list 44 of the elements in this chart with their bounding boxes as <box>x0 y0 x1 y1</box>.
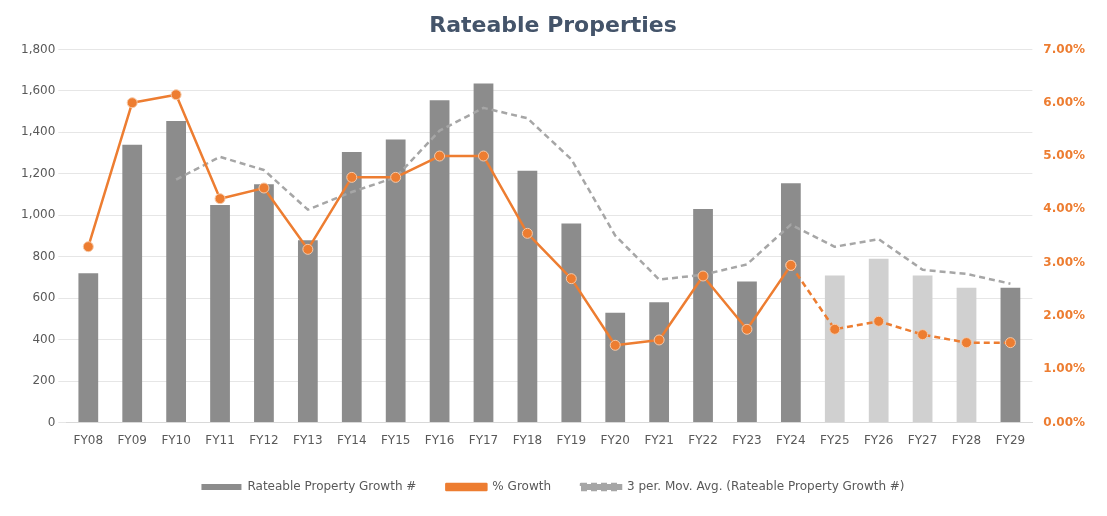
y-tick-label: 1,600 <box>20 82 56 97</box>
y2-tick-label: 7.00% <box>1043 41 1086 56</box>
legend-label: Rateable Property Growth # <box>247 479 417 494</box>
y-tick-label: 400 <box>32 331 56 346</box>
y2-tick-label: 6.00% <box>1043 94 1086 109</box>
x-tick-label: FY17 <box>468 432 499 447</box>
x-tick-label: FY14 <box>337 432 367 447</box>
y2-tick-label: 0.00% <box>1043 414 1086 429</box>
legend-label: 3 per. Mov. Avg. (Rateable Property Growth #) <box>627 479 905 494</box>
x-tick-label: FY27 <box>907 432 938 447</box>
y-tick-label: 600 <box>32 290 56 305</box>
x-tick-label: FY16 <box>424 432 455 447</box>
y2-tick-label: 1.00% <box>1043 361 1086 376</box>
x-tick-label: FY23 <box>732 432 762 447</box>
x-tick-label: FY09 <box>117 432 147 447</box>
y-tick-label: 800 <box>32 248 56 263</box>
x-tick-label: FY10 <box>161 432 191 447</box>
y-tick-label: 1,800 <box>20 41 56 56</box>
y2-tick-label: 5.00% <box>1043 148 1086 163</box>
y2-tick-label: 3.00% <box>1043 254 1086 269</box>
legend-label: % Growth <box>492 479 552 494</box>
x-tick-label: FY28 <box>951 432 982 447</box>
y-tick-label: 0 <box>47 414 56 429</box>
y2-tick-label: 4.00% <box>1043 201 1086 216</box>
y-tick-label: 1,000 <box>20 207 56 222</box>
y-tick-label: 1,400 <box>20 124 56 139</box>
x-tick-label: FY20 <box>600 432 630 447</box>
x-tick-label: FY21 <box>644 432 674 447</box>
x-tick-label: FY12 <box>249 432 279 447</box>
y-tick-label: 200 <box>32 373 56 388</box>
chart-title: Rateable Properties <box>429 11 677 37</box>
x-tick-label: FY15 <box>380 432 411 447</box>
x-tick-label: FY24 <box>776 432 806 447</box>
x-tick-label: FY13 <box>293 432 323 447</box>
x-tick-label: FY26 <box>863 432 894 447</box>
x-tick-label: FY08 <box>73 432 104 447</box>
x-tick-label: FY22 <box>688 432 718 447</box>
x-tick-label: FY19 <box>556 432 587 447</box>
x-tick-label: FY25 <box>820 432 850 447</box>
x-tick-label: FY11 <box>205 432 235 447</box>
x-tick-label: FY18 <box>512 432 543 447</box>
x-tick-label: FY29 <box>995 432 1026 447</box>
y2-tick-label: 2.00% <box>1043 308 1086 323</box>
y-tick-label: 1,200 <box>20 165 56 180</box>
